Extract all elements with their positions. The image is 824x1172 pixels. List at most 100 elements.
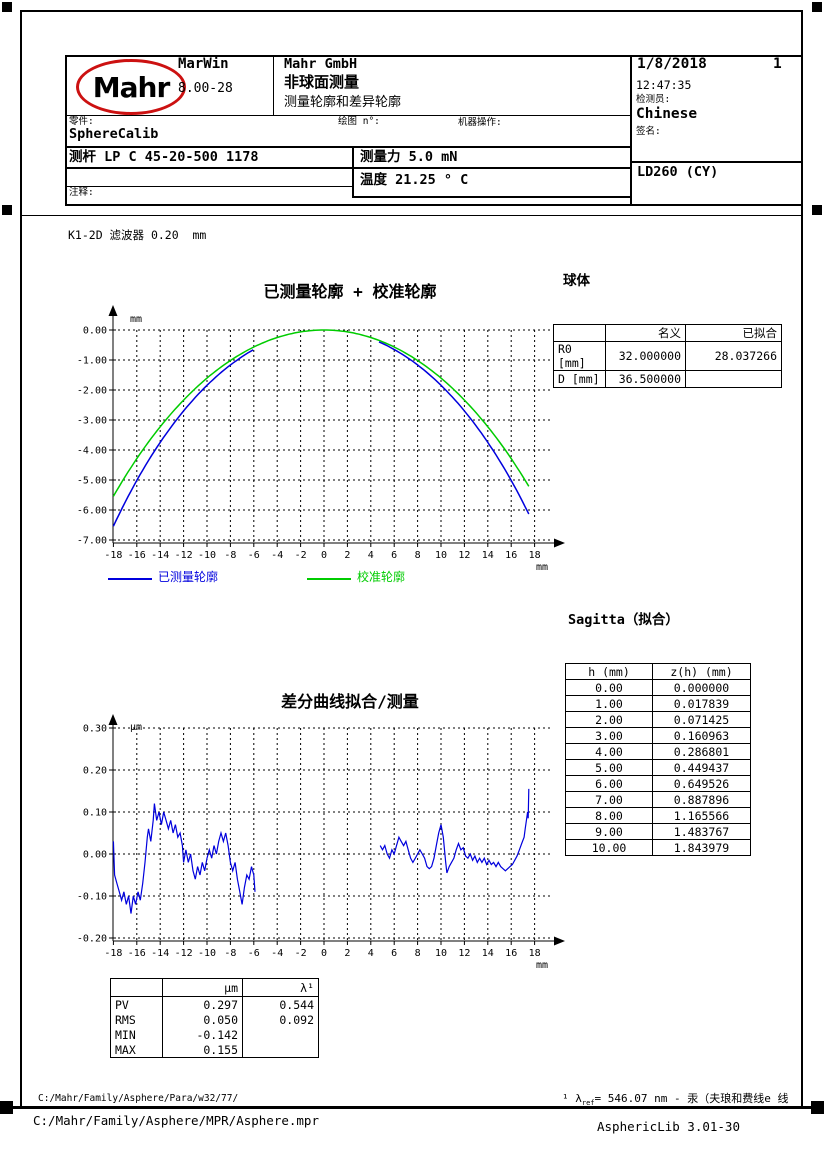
legend-calibrated-label: 校准轮廓 <box>357 570 406 584</box>
header-rule <box>65 55 802 57</box>
sphere-col-nominal: 名义 <box>605 324 686 342</box>
svg-text:0.20: 0.20 <box>83 766 107 777</box>
sagitta-h-value: 0.00 <box>565 679 653 696</box>
profile-chart-title: 已测量轮廓 + 校准轮廓 <box>263 282 437 301</box>
sphere-row-label: R0 [mm] <box>553 341 606 371</box>
registration-mark <box>2 2 12 12</box>
sphere-table: 名义 已拟合 R0 [mm] 32.000000 28.037266 D [mm] 36… <box>553 324 782 388</box>
sphere-row: D [mm] 36.500000 <box>553 370 782 388</box>
sagitta-section-title: Sagitta（拟合） <box>568 612 679 628</box>
svg-text:-0.20: -0.20 <box>77 934 107 945</box>
svg-text:-10: -10 <box>198 550 216 561</box>
svg-text:0.00: 0.00 <box>83 850 107 861</box>
machine-label: 机器操作: <box>458 117 502 128</box>
footer-rule <box>0 1106 824 1109</box>
svg-text:18: 18 <box>529 948 541 959</box>
svg-text:-6: -6 <box>248 550 260 561</box>
sagitta-row: 4.00 0.286801 <box>565 743 751 760</box>
sagitta-row: 5.00 0.449437 <box>565 759 751 776</box>
inspector-label: 检测员: <box>636 94 671 105</box>
parameter-path: C:/Mahr/Family/Asphere/Para/w32/77/ <box>38 1093 239 1104</box>
sagitta-z-value: 0.017839 <box>652 695 751 712</box>
sagitta-z-value: 0.649526 <box>652 775 751 792</box>
stats-row: PV 0.297 0.544 <box>110 996 319 1012</box>
app-name: MarWin <box>178 56 229 72</box>
svg-text:12: 12 <box>458 948 470 959</box>
registration-mark <box>0 1101 13 1114</box>
svg-text:-2.00: -2.00 <box>77 386 107 397</box>
svg-text:18: 18 <box>529 550 541 561</box>
stats-row: MAX 0.155 <box>110 1042 319 1058</box>
svg-text:-4: -4 <box>271 550 283 561</box>
sagitta-z-value: 1.165566 <box>652 807 751 824</box>
sagitta-col-z: z(h) (mm) <box>652 663 751 680</box>
svg-text:8: 8 <box>415 948 421 959</box>
svg-text:-1.00: -1.00 <box>77 356 107 367</box>
header-rule <box>65 115 631 116</box>
wavelength-footnote: ¹ λref= 546.07 nm - 汞（夫琅和费线e 线 <box>562 1092 789 1107</box>
svg-text:-12: -12 <box>175 550 193 561</box>
stats-row-label: MAX <box>110 1042 163 1058</box>
svg-text:-12: -12 <box>175 948 193 959</box>
stats-row: RMS 0.050 0.092 <box>110 1012 319 1027</box>
inspector-name: Chinese <box>636 106 698 122</box>
svg-text:0.00: 0.00 <box>83 326 107 337</box>
svg-text:-5.00: -5.00 <box>77 476 107 487</box>
signature-label: 签名: <box>636 126 661 137</box>
sagitta-h-value: 1.00 <box>565 695 653 712</box>
svg-text:mm: mm <box>536 562 548 573</box>
svg-text:-16: -16 <box>128 948 146 959</box>
sagitta-row: 3.00 0.160963 <box>565 727 751 744</box>
sagitta-z-value: 0.286801 <box>652 743 751 760</box>
svg-text:0.10: 0.10 <box>83 808 107 819</box>
stats-row-label: RMS <box>110 1012 163 1027</box>
sphere-fitted-value <box>685 370 782 388</box>
temperature-value: 温度 21.25 ° C <box>360 172 469 188</box>
stats-table: μm λ¹ PV 0.297 0.544 RMS 0.050 0.092 MIN -0.142… <box>110 978 319 1058</box>
svg-text:8: 8 <box>415 550 421 561</box>
svg-text:0: 0 <box>321 550 327 561</box>
stats-row-label: PV <box>110 996 163 1012</box>
svg-text:-2: -2 <box>295 948 307 959</box>
report-subtitle: 测量轮廓和差异轮廓 <box>284 95 402 110</box>
svg-text:14: 14 <box>482 948 494 959</box>
probe-value: 测杆 LP C 45-20-500 1178 <box>69 149 259 165</box>
stats-lambda-value: 0.544 <box>242 996 319 1012</box>
svg-text:2: 2 <box>344 550 350 561</box>
stats-lambda-value <box>242 1042 319 1058</box>
page-number: 1 <box>773 56 782 72</box>
sphere-row: R0 [mm] 32.000000 28.037266 <box>553 341 782 371</box>
sphere-fitted-value: 28.037266 <box>685 341 782 371</box>
header-rule <box>352 146 354 197</box>
header-rule <box>65 55 67 205</box>
part-name: SphereCalib <box>69 126 159 142</box>
stats-col-blank <box>110 978 163 997</box>
sphere-nominal-value: 36.500000 <box>605 370 686 388</box>
svg-text:0: 0 <box>321 948 327 959</box>
legend-measured-label: 已测量轮廓 <box>158 570 219 584</box>
library-version: AsphericLib 3.01-30 <box>597 1119 740 1134</box>
header-content-divider <box>20 215 802 216</box>
stats-row-label: MIN <box>110 1027 163 1042</box>
app-version: 8.00-28 <box>178 81 233 96</box>
stats-um-value: 0.050 <box>162 1012 243 1027</box>
sagitta-row: 1.00 0.017839 <box>565 695 751 712</box>
header-rule <box>352 196 631 198</box>
mahr-logo: Mahr <box>76 59 186 115</box>
header-rule <box>273 55 274 115</box>
svg-text:-14: -14 <box>151 948 169 959</box>
sagitta-row: 7.00 0.887896 <box>565 791 751 808</box>
svg-text:6: 6 <box>391 948 397 959</box>
report-title: 非球面测量 <box>284 73 360 91</box>
legend-measured-line <box>108 578 152 580</box>
stats-um-value: 0.155 <box>162 1042 243 1058</box>
svg-text:-4.00: -4.00 <box>77 446 107 457</box>
stats-col-um: μm <box>162 978 243 997</box>
svg-text:-8: -8 <box>224 550 236 561</box>
header-rule <box>65 204 802 206</box>
registration-mark <box>812 205 822 215</box>
header-rule <box>630 161 802 163</box>
sphere-section-title: 球体 <box>563 273 590 289</box>
svg-text:-0.10: -0.10 <box>77 892 107 903</box>
sagitta-row: 2.00 0.071425 <box>565 711 751 728</box>
